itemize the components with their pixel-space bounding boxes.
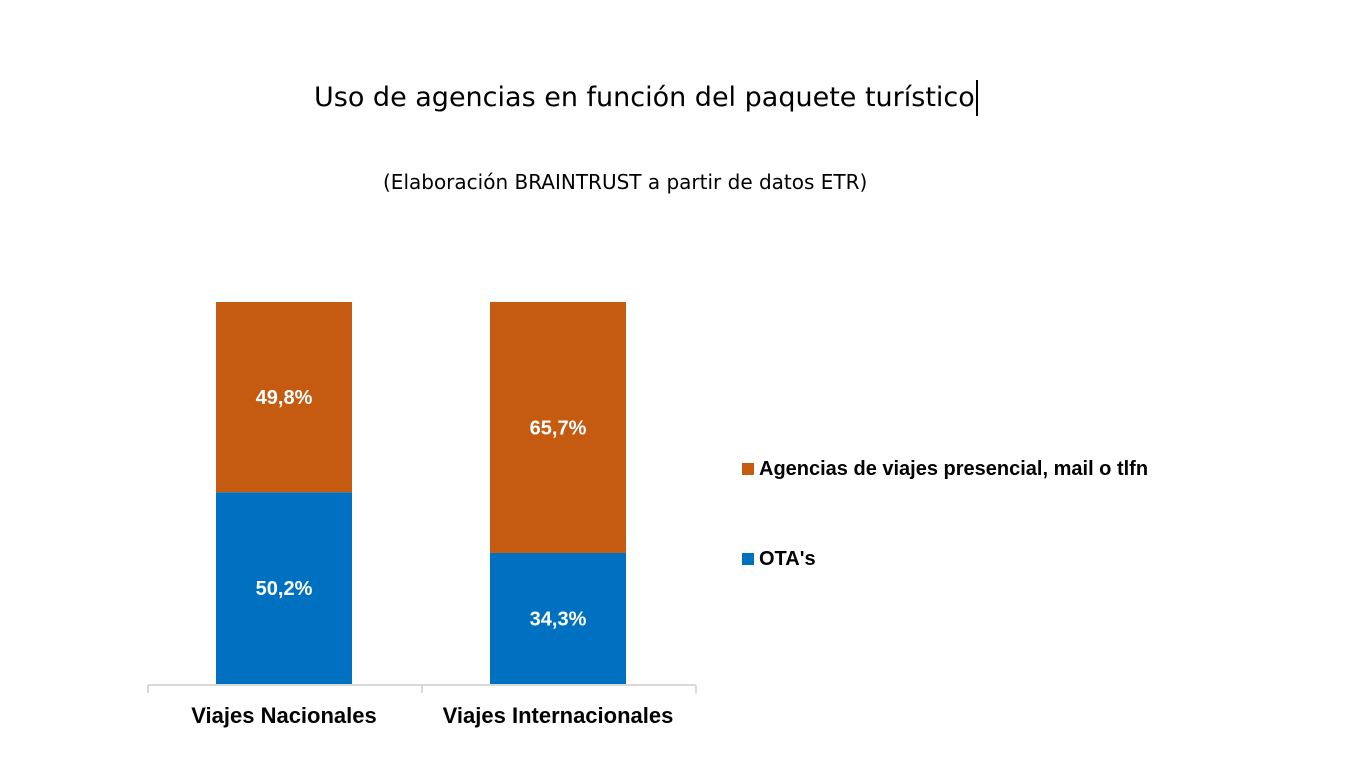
data-label-ota-2: 34,3%: [530, 608, 587, 630]
x-tick-label-2: Viajes Internacionales: [443, 703, 674, 728]
legend-label-agencias: Agencias de viajes presencial, mail o tl…: [759, 457, 1149, 480]
legend-item-otas: OTA's: [742, 545, 1148, 573]
legend-item-agencias: Agencias de viajes presencial, mail o tl…: [742, 455, 1148, 483]
bar-ota-2: [490, 552, 626, 684]
page-subtitle: (Elaboración BRAINTRUST a partir de dato…: [383, 170, 868, 194]
text-cursor: [975, 80, 978, 116]
legend-swatch-otas: [742, 553, 754, 565]
chart-legend: Agencias de viajes presencial, mail o tl…: [742, 455, 1148, 635]
x-tick-label-1: Viajes Nacionales: [191, 703, 377, 728]
data-label-agencias-2: 65,7%: [530, 417, 587, 439]
legend-swatch-agencias: [742, 463, 754, 475]
page-title: Uso de agencias en función del paquete t…: [314, 80, 978, 116]
title-text: Uso de agencias en función del paquete t…: [314, 82, 975, 113]
bar-agencias-2: [490, 302, 626, 553]
bar-agencias-1: [216, 302, 352, 493]
data-label-ota-1: 50,2%: [256, 578, 313, 600]
legend-label-otas: OTA's: [759, 547, 816, 570]
data-label-agencias-1: 49,8%: [256, 387, 313, 409]
bar-ota-1: [216, 492, 352, 684]
